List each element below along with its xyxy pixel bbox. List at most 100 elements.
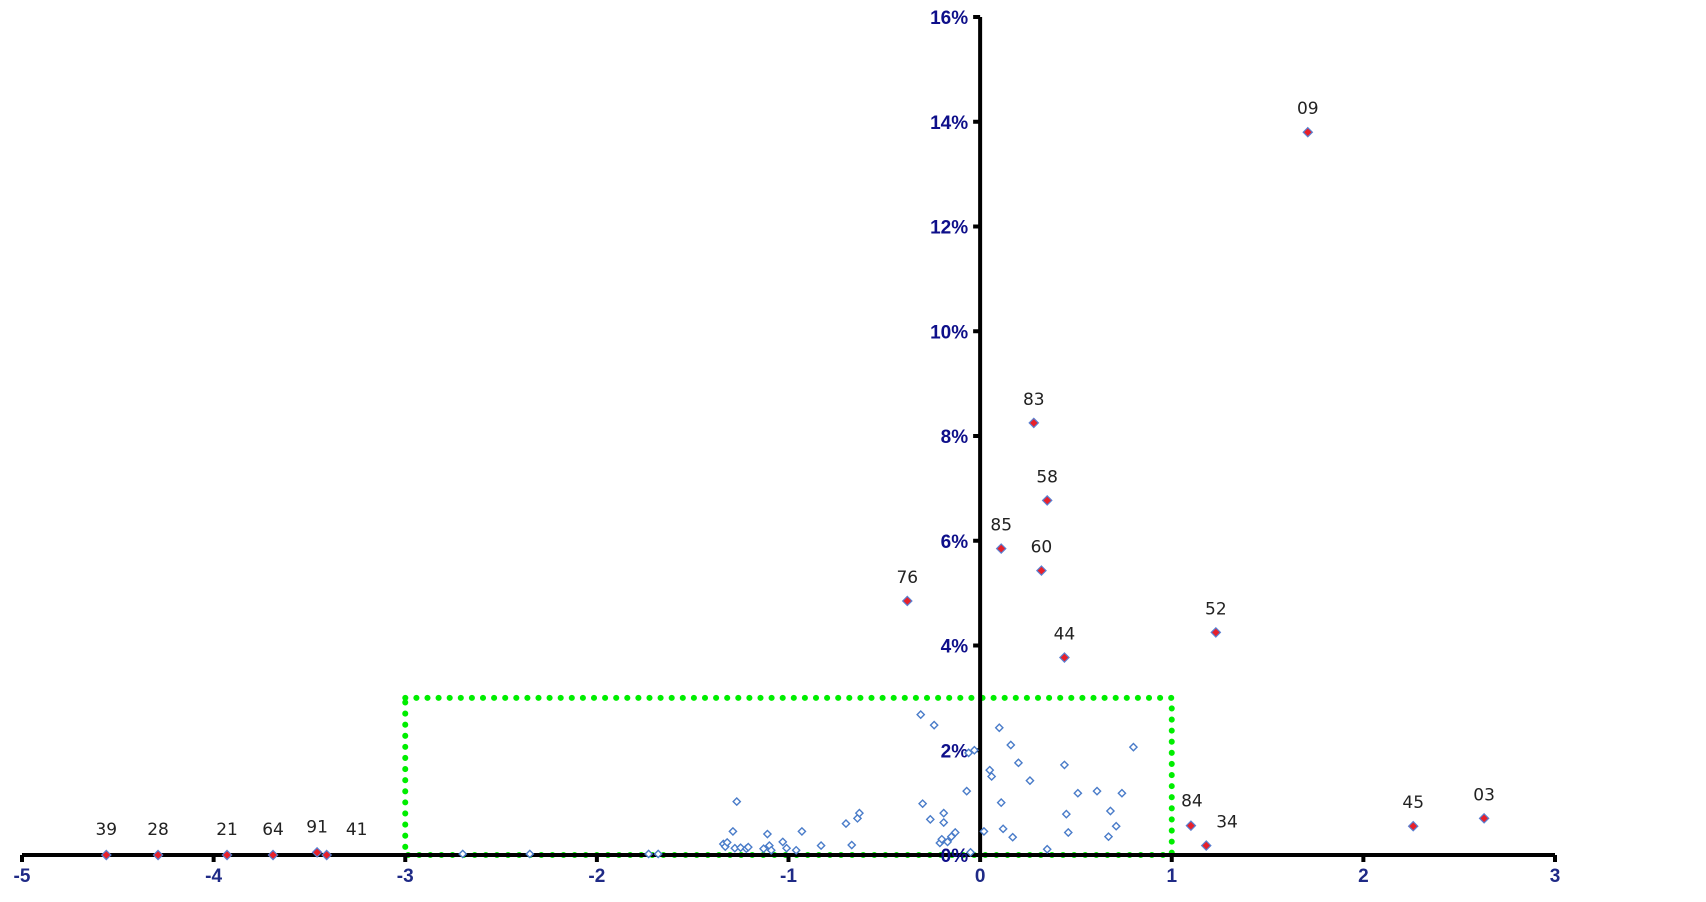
y-tick-label: 2% xyxy=(941,741,969,762)
data-point xyxy=(525,849,535,859)
data-point xyxy=(854,808,864,818)
labeled-data-point xyxy=(901,595,913,607)
point-labels: 39 28 21 64 91 41 76 85 83 60 58 44 09 52 84 34 45 03 xyxy=(95,99,1494,840)
data-point xyxy=(987,771,997,782)
labeled-data-point xyxy=(267,849,279,861)
data-point xyxy=(929,720,939,730)
data-point xyxy=(969,745,979,755)
data-point xyxy=(644,849,654,859)
data-point xyxy=(653,849,663,859)
data-point xyxy=(758,844,769,854)
x-tick-label: -3 xyxy=(397,866,414,887)
data-point xyxy=(979,826,989,837)
labeled-data-point xyxy=(1407,820,1419,832)
data-point xyxy=(964,748,974,758)
data-point xyxy=(1092,786,1102,796)
data-point xyxy=(1006,740,1016,750)
data-point xyxy=(797,826,807,837)
y-tick-label: 6% xyxy=(941,532,969,553)
data-point xyxy=(766,845,776,855)
point-label: 76 xyxy=(896,568,918,588)
labeled-data-point xyxy=(1058,652,1070,663)
data-point xyxy=(1042,844,1052,854)
data-point xyxy=(937,834,947,844)
y-tick-label: 10% xyxy=(930,322,968,343)
x-tick-label: 1 xyxy=(1166,866,1177,887)
point-label: 83 xyxy=(1023,390,1045,410)
data-point xyxy=(1059,760,1070,770)
data-point xyxy=(998,824,1008,834)
data-point xyxy=(962,786,972,796)
x-tick-label: -5 xyxy=(14,866,31,887)
data-point xyxy=(950,827,960,838)
labeled-data-point xyxy=(1035,565,1047,577)
point-label: 39 xyxy=(95,820,117,840)
point-label: 58 xyxy=(1036,467,1058,487)
data-point xyxy=(762,829,773,839)
point-label: 52 xyxy=(1205,599,1227,619)
y-tick-label: 0% xyxy=(941,846,969,867)
point-label: 34 xyxy=(1216,813,1238,833)
axes xyxy=(20,15,1557,862)
labeled-data-point xyxy=(1041,494,1053,506)
data-point xyxy=(1073,788,1083,798)
labeled-data-point xyxy=(311,846,323,858)
data-point xyxy=(847,840,857,850)
point-label: 60 xyxy=(1031,538,1053,558)
data-point xyxy=(1128,742,1139,752)
x-tick-label: -1 xyxy=(780,866,797,887)
data-point xyxy=(722,837,732,848)
point-label: 45 xyxy=(1402,793,1424,813)
labeled-data-point xyxy=(1200,840,1212,852)
data-point xyxy=(1103,832,1114,842)
data-point xyxy=(841,818,851,829)
point-label: 09 xyxy=(1297,99,1319,119)
y-tick-label: 16% xyxy=(930,8,968,29)
highlight-box-layer xyxy=(402,694,1175,858)
data-point xyxy=(781,843,792,853)
labeled-data-point xyxy=(221,849,233,861)
data-point xyxy=(1061,809,1071,819)
point-label: 84 xyxy=(1181,792,1203,812)
data-point xyxy=(791,845,801,855)
data-point xyxy=(916,710,926,720)
y-tick-label: 14% xyxy=(930,113,968,134)
point-label: 28 xyxy=(147,820,169,840)
point-label: 03 xyxy=(1473,785,1495,805)
point-label: 44 xyxy=(1054,625,1076,645)
data-point xyxy=(918,799,928,809)
data-point xyxy=(942,837,953,847)
labeled-data-point xyxy=(995,543,1007,555)
data-point xyxy=(1117,788,1127,798)
data-point xyxy=(994,723,1004,733)
data-point xyxy=(939,808,949,818)
data-point xyxy=(1008,832,1018,842)
x-tick-label: 3 xyxy=(1550,866,1561,887)
data-point xyxy=(965,847,976,857)
data-point xyxy=(458,849,468,859)
x-tick-label: 2 xyxy=(1358,866,1369,887)
data-point xyxy=(1013,758,1024,768)
data-point xyxy=(925,814,935,824)
y-tick-label: 12% xyxy=(930,218,968,239)
y-tick-label: 8% xyxy=(941,427,969,448)
data-point xyxy=(1025,776,1035,786)
point-label: 41 xyxy=(346,820,368,840)
data-point xyxy=(816,840,826,851)
labeled-data-point xyxy=(1210,626,1222,638)
data-point xyxy=(732,796,742,807)
data-points xyxy=(100,126,1490,861)
data-point xyxy=(996,798,1006,808)
y-tick-label: 4% xyxy=(941,637,969,658)
data-point xyxy=(778,837,788,847)
x-tick-label: 0 xyxy=(975,866,986,887)
labeled-data-point xyxy=(321,849,333,861)
point-label: 91 xyxy=(306,817,328,837)
data-point xyxy=(743,842,753,852)
data-point xyxy=(1111,821,1121,831)
labeled-data-point xyxy=(152,849,164,861)
labeled-data-point xyxy=(1302,126,1314,138)
data-point xyxy=(985,765,995,775)
point-label: 85 xyxy=(990,516,1012,536)
